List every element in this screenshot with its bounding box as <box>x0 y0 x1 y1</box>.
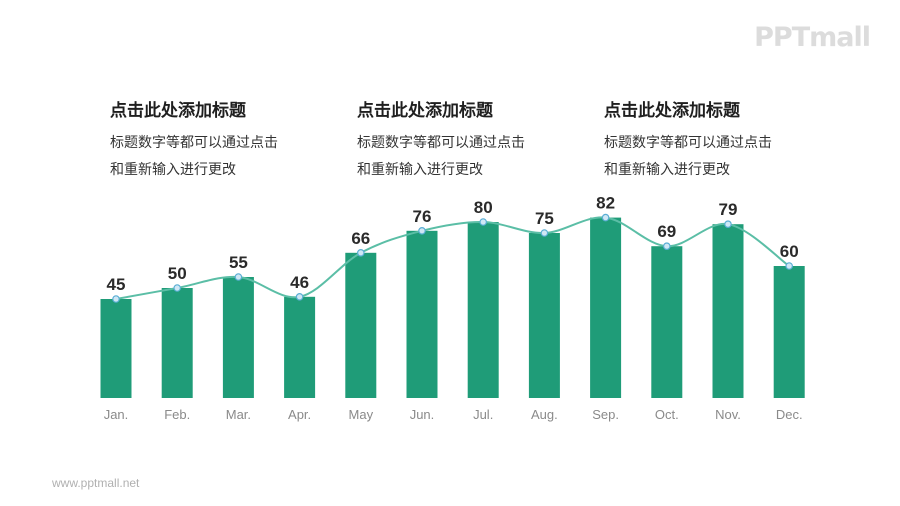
text-block-3: 点击此处添加标题 标题数字等都可以通过点击和重新输入进行更改 <box>604 96 834 184</box>
bar <box>100 299 132 398</box>
line-point <box>295 292 304 301</box>
footer-url: www.pptmall.net <box>52 476 140 490</box>
bar <box>651 246 683 398</box>
text-block-1: 点击此处添加标题 标题数字等都可以通过点击和重新输入进行更改 <box>110 96 340 184</box>
data-label: 82 <box>596 194 615 213</box>
x-tick-label: Oct. <box>655 407 679 422</box>
data-label: 45 <box>107 275 126 294</box>
x-tick-label: Nov. <box>715 407 741 422</box>
bar <box>161 288 193 398</box>
line-point <box>479 218 488 226</box>
text-block-title: 点击此处添加标题 <box>110 101 246 121</box>
line-point <box>418 227 426 235</box>
bar <box>406 230 438 398</box>
line-point <box>173 284 182 292</box>
bar <box>773 266 805 398</box>
bar <box>590 217 622 398</box>
x-tick-label: Jan. <box>104 407 129 422</box>
data-label: 69 <box>657 222 676 241</box>
bar <box>467 222 499 398</box>
pptmall-logo: PPTmall <box>754 22 871 53</box>
text-block-title: 点击此处添加标题 <box>604 101 740 121</box>
line-point <box>785 262 794 270</box>
x-tick-label: Aug. <box>531 407 558 422</box>
text-block-2: 点击此处添加标题 标题数字等都可以通过点击和重新输入进行更改 <box>357 96 587 184</box>
data-label: 75 <box>535 209 554 228</box>
text-block-title: 点击此处添加标题 <box>357 101 493 121</box>
line-point <box>356 249 365 257</box>
bar <box>222 277 254 398</box>
data-label: 66 <box>351 229 370 248</box>
bar <box>528 233 560 398</box>
bar <box>284 296 316 398</box>
line-point <box>234 273 243 281</box>
x-tick-label: Mar. <box>226 407 251 422</box>
bar <box>345 252 377 398</box>
text-block-body: 标题数字等都可以通过点击和重新输入进行更改 <box>110 135 278 178</box>
line-point <box>112 295 120 303</box>
data-label: 55 <box>229 253 248 272</box>
data-label: 46 <box>290 273 309 292</box>
data-label: 50 <box>168 264 187 283</box>
text-block-body: 标题数字等都可以通过点击和重新输入进行更改 <box>357 135 525 178</box>
line-point <box>662 242 671 251</box>
x-tick-label: Feb. <box>164 407 190 422</box>
line-point <box>724 220 732 229</box>
data-label: 60 <box>780 242 799 261</box>
x-tick-label: May <box>349 407 374 422</box>
x-tick-label: Apr. <box>288 407 311 422</box>
line-point <box>540 229 549 237</box>
bar <box>712 224 744 398</box>
data-label: 79 <box>719 200 738 219</box>
x-tick-label: Dec. <box>776 407 803 422</box>
x-tick-label: Jul. <box>473 407 493 422</box>
series-line <box>115 216 790 300</box>
data-label: 80 <box>474 198 493 217</box>
data-label: 76 <box>413 207 432 226</box>
x-tick-label: Jun. <box>410 407 435 422</box>
text-block-body: 标题数字等都可以通过点击和重新输入进行更改 <box>604 135 772 178</box>
x-tick-label: Sep. <box>592 407 619 422</box>
line-point <box>601 213 610 222</box>
